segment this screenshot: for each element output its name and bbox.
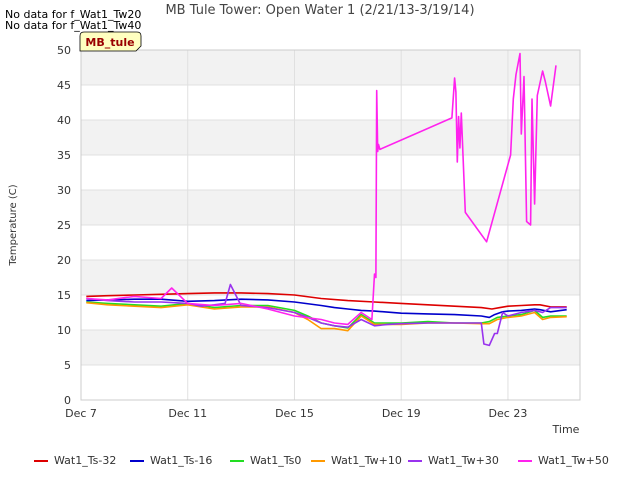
site-badge-shape [79,31,142,52]
no-data-note: No data for f_Wat1_Tw20 [5,8,142,21]
y-tick-label: 35 [57,149,71,162]
legend-label: Wat1_Tw+10 [331,454,402,467]
legend-item: Wat1_Ts-32 [34,454,116,467]
grid-band [81,50,580,85]
y-tick-label: 50 [57,44,71,57]
site-badge-label: MB_tule [85,36,134,49]
legend-item: Wat1_Ts-16 [130,454,212,467]
y-tick-label: 40 [57,114,71,127]
no-data-note: No data for f_Wat1_Tw40 [5,19,142,32]
legend-label: Wat1_Ts-32 [54,454,117,467]
x-tick-label: Dec 19 [382,407,421,420]
legend-item: Wat1_Tw+50 [518,454,609,467]
legend-swatch [408,459,422,462]
grid-band [81,260,580,295]
x-tick-label: Dec 23 [489,407,528,420]
series-line-wat1-ts-32 [86,292,567,310]
legend-item: Wat1_Tw+10 [311,454,402,467]
y-tick-label: 45 [57,79,71,92]
legend-label: Wat1_Tw+50 [538,454,609,467]
plot-frame [80,49,581,401]
legend-label: Wat1_Ts-16 [150,454,213,467]
grid-band [81,120,580,155]
chart-title: MB Tule Tower: Open Water 1 (2/21/13-3/1… [165,3,474,18]
legend: Wat1_Ts-32 Wat1_Ts-16 Wat1_Ts0 Wat1_Tw+10 Wa… [0,454,640,470]
legend-swatch [34,459,48,462]
y-tick-label: 20 [57,254,71,267]
x-tick-label: Dec 11 [168,407,207,420]
y-tick-label: 0 [64,394,71,407]
site-badge: MB_tule [79,31,142,52]
legend-swatch [230,459,244,462]
legend-swatch [130,459,144,462]
legend-label: Wat1_Ts0 [250,454,302,467]
series-layer [86,52,567,347]
legend-item: Wat1_Tw+30 [408,454,499,467]
y-tick-label: 25 [57,219,71,232]
grid-band [81,330,580,365]
grid-band [81,190,580,225]
y-tick-label: 10 [57,324,71,337]
legend-item: Wat1_Ts0 [230,454,301,467]
legend-swatch [311,459,325,462]
legend-label: Wat1_Tw+30 [428,454,499,467]
y-tick-label: 5 [64,359,71,372]
x-axis-label: Time [552,423,580,436]
legend-swatch [518,459,532,462]
y-tick-label: 15 [57,289,71,302]
x-tick-label: Dec 7 [65,407,97,420]
series-line-wat1-ts-16 [86,298,567,319]
y-tick-label: 30 [57,184,71,197]
x-tick-label: Dec 15 [275,407,314,420]
y-axis-label: Temperature (C) [8,184,19,266]
series-line-wat1-tw-50 [86,52,557,326]
